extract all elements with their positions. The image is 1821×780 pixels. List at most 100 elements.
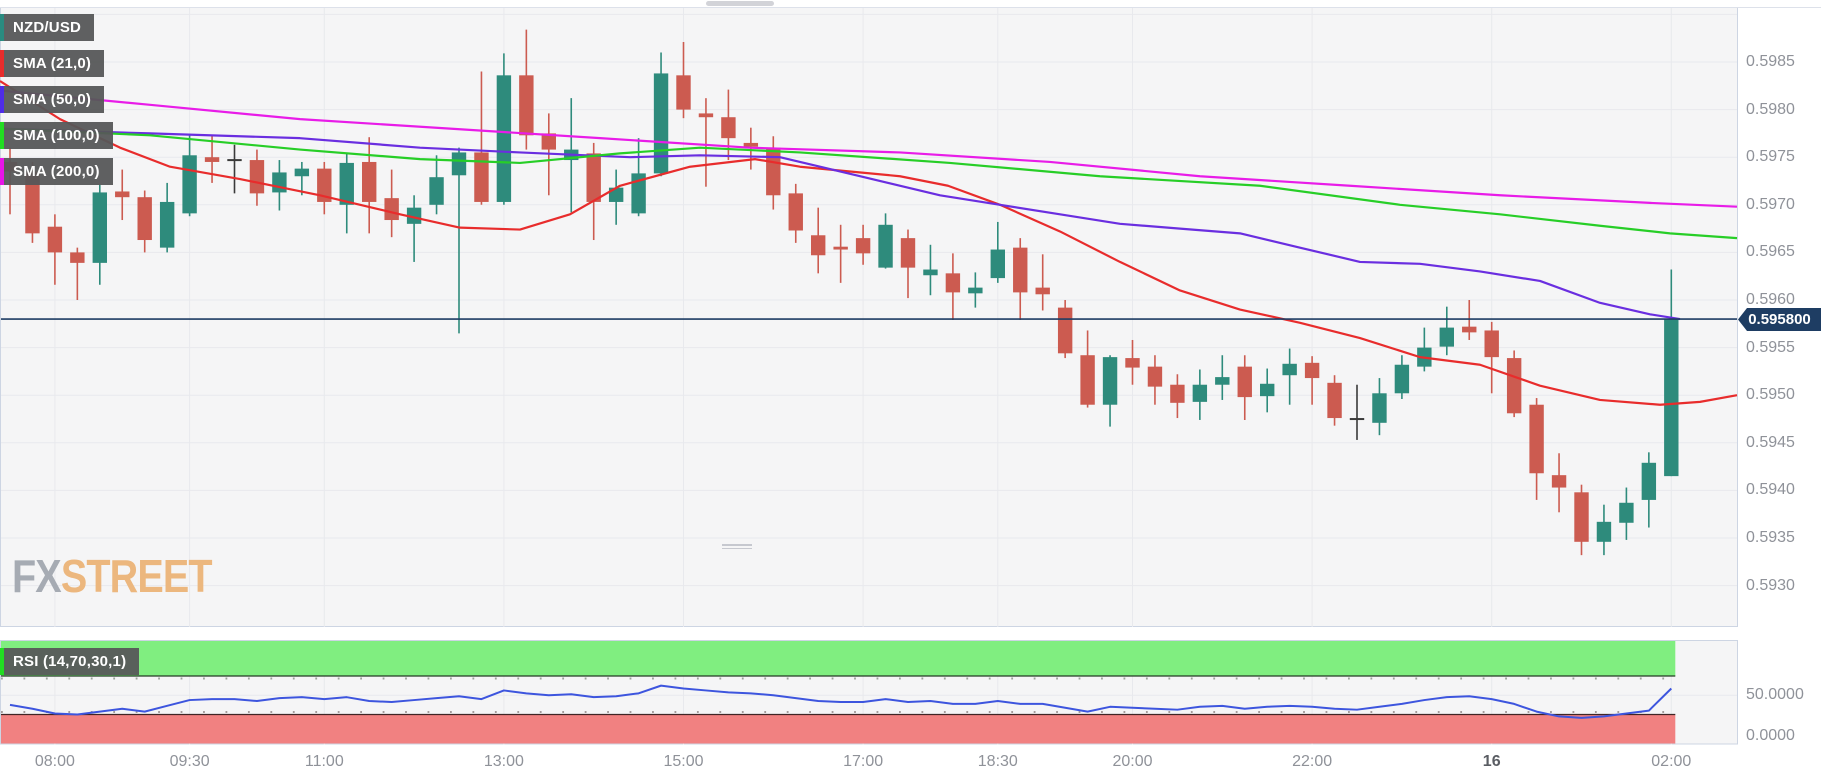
candle-body xyxy=(698,113,714,118)
legend-symbol-label: NZD/USD xyxy=(13,19,82,36)
candle-body xyxy=(900,238,916,268)
legend-sma200[interactable]: SMA (200,0) xyxy=(0,158,113,185)
candle-body xyxy=(227,159,242,162)
sma-50-0-line xyxy=(0,127,1681,321)
candle-body xyxy=(586,153,601,202)
price-label: 0.5955 xyxy=(1746,338,1795,356)
price-label: 0.5970 xyxy=(1746,195,1795,213)
price-label: 0.5975 xyxy=(1746,148,1795,166)
legend-sma21-label: SMA (21,0) xyxy=(13,55,92,72)
time-label: 18:30 xyxy=(977,753,1018,770)
candle-body xyxy=(1147,366,1163,387)
candle-body xyxy=(451,152,467,176)
time-label: 15:00 xyxy=(663,753,704,770)
candle-body xyxy=(1596,521,1612,542)
scrollbar-handle[interactable] xyxy=(706,1,774,6)
panel-divider-handle[interactable] xyxy=(722,544,752,550)
candle-body xyxy=(519,75,534,136)
candle-body xyxy=(1484,330,1499,358)
price-label: 0.5965 xyxy=(1746,243,1795,261)
candle-body xyxy=(1260,383,1275,397)
fxstreet-watermark: FXSTREET xyxy=(12,549,213,603)
time-label: 02:00 xyxy=(1651,753,1692,770)
candle-body xyxy=(294,168,310,177)
time-label: 20:00 xyxy=(1112,753,1153,770)
candle-body xyxy=(1439,327,1454,347)
rsi-mid-label: 50.0000 xyxy=(1746,686,1804,703)
main-plot-panel xyxy=(0,7,1738,627)
candle-body xyxy=(25,171,40,234)
price-label: 0.5930 xyxy=(1746,576,1795,594)
rsi-overbought-band xyxy=(1,641,1676,676)
candle-body xyxy=(855,238,871,254)
time-label: 17:00 xyxy=(843,753,884,770)
candle-body xyxy=(429,177,444,205)
candle-body xyxy=(384,198,399,221)
price-label: 0.5945 xyxy=(1746,433,1795,451)
candle-body xyxy=(47,226,63,253)
time-label: 08:00 xyxy=(34,753,75,770)
candle-body xyxy=(766,147,781,196)
candle-body xyxy=(1641,462,1657,500)
candle-body xyxy=(1057,307,1073,354)
candle-body xyxy=(1080,355,1095,405)
candle-body xyxy=(811,235,826,256)
candle-body xyxy=(159,201,175,248)
candle-body xyxy=(182,155,197,214)
current-price-tag: 0.595800 xyxy=(1738,308,1821,331)
top-scrollbar[interactable] xyxy=(0,0,1821,8)
candle-body xyxy=(1237,366,1252,398)
legend-sma200-label: SMA (200,0) xyxy=(13,163,100,180)
candle-body xyxy=(945,273,961,293)
candle-body xyxy=(1349,418,1365,421)
candle-body xyxy=(788,193,803,231)
candle-body xyxy=(1372,393,1387,423)
legend-sma50[interactable]: SMA (50,0) xyxy=(0,86,105,113)
legend-symbol[interactable]: NZD/USD xyxy=(0,14,95,41)
candle-body xyxy=(1462,326,1477,333)
candle-body xyxy=(990,249,1005,279)
candle-body xyxy=(1013,247,1028,293)
sma-21-0-line xyxy=(0,80,1738,406)
candle-body xyxy=(1327,382,1342,419)
sma-200-0-line xyxy=(0,89,1738,208)
candle-body xyxy=(1125,358,1140,368)
legend-sma100[interactable]: SMA (100,0) xyxy=(0,122,113,149)
candle-body xyxy=(1102,357,1118,405)
time-label: 09:30 xyxy=(169,753,210,770)
candle-body xyxy=(249,160,265,194)
candle-body xyxy=(721,117,736,139)
candle-body xyxy=(1215,377,1230,385)
time-label: 22:00 xyxy=(1292,753,1333,770)
price-label: 0.5940 xyxy=(1746,481,1795,499)
sma-100-0-line xyxy=(0,127,1738,240)
legend-rsi[interactable]: RSI (14,70,30,1) xyxy=(0,648,140,675)
price-label: 0.5950 xyxy=(1746,386,1795,404)
candle-body xyxy=(317,168,332,202)
price-label: 0.5960 xyxy=(1746,291,1795,308)
candle-body xyxy=(1282,363,1297,376)
candle-body xyxy=(406,207,422,224)
candle-body xyxy=(878,224,893,268)
candle-body xyxy=(362,161,377,202)
candle-body xyxy=(1170,384,1185,403)
candle-body xyxy=(1035,287,1050,295)
candle-body xyxy=(115,191,130,198)
time-label: 11:00 xyxy=(304,753,344,770)
watermark-fx: FX xyxy=(12,550,62,602)
candle-body xyxy=(204,157,220,162)
legend-sma100-label: SMA (100,0) xyxy=(13,127,100,144)
candle-body xyxy=(1304,362,1320,379)
legend-sma21[interactable]: SMA (21,0) xyxy=(0,50,105,77)
candle-body xyxy=(743,142,759,147)
candle-body xyxy=(70,252,85,263)
candle-body xyxy=(653,73,669,174)
candle-body xyxy=(1619,502,1634,523)
candle-body xyxy=(1192,384,1208,402)
candle-body xyxy=(923,269,938,276)
candle-body xyxy=(1664,319,1679,477)
rsi-oversold-band xyxy=(1,714,1676,744)
rsi-zero-label: 0.0000 xyxy=(1746,727,1795,744)
price-label: 0.5985 xyxy=(1746,53,1795,70)
